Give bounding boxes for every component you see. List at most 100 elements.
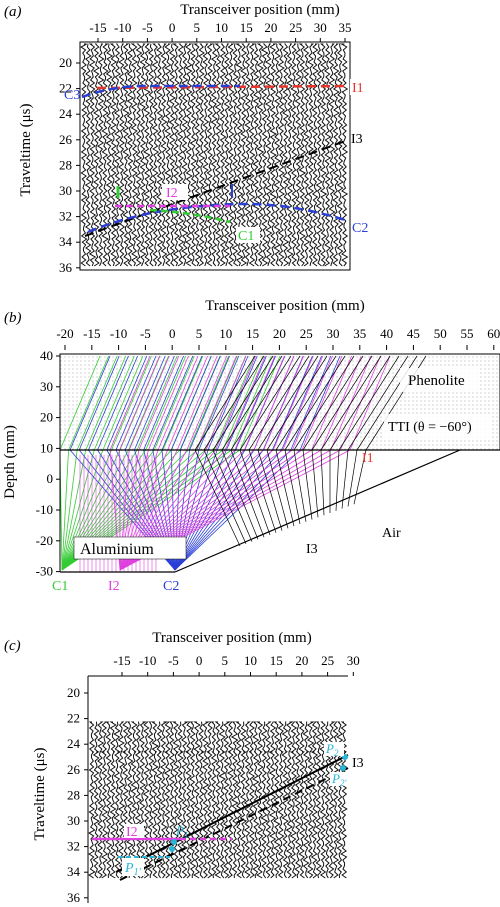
trace-line bbox=[206, 721, 213, 753]
panel-a-x-tick-label: 0 bbox=[169, 20, 176, 35]
ray-line bbox=[136, 355, 178, 451]
trace-line bbox=[171, 721, 180, 753]
ray-line bbox=[59, 355, 101, 451]
trace-line bbox=[302, 751, 310, 879]
ray-line bbox=[272, 355, 314, 451]
panel-b-x-tick-label: 0 bbox=[169, 326, 176, 341]
trace-line bbox=[277, 751, 285, 879]
panel-a-seismic-traces bbox=[80, 43, 349, 267]
panel-a-label: (a) bbox=[4, 4, 22, 20]
trace-line bbox=[294, 751, 302, 879]
trace-line bbox=[176, 43, 185, 267]
panel-c-y-ticks: 20 22 24 26 28 30 32 34 36 bbox=[67, 685, 88, 905]
trace-line bbox=[138, 43, 147, 267]
trace-line bbox=[269, 721, 277, 753]
bottom-label-C1: C1 bbox=[52, 579, 68, 594]
interface-I1-label: I1 bbox=[362, 451, 374, 466]
trace-line bbox=[214, 721, 221, 753]
trace-line bbox=[243, 751, 251, 879]
trace-line bbox=[260, 751, 269, 879]
panel-b-x-tick-label: 60 bbox=[487, 326, 500, 341]
panel-a-c1-label-bg bbox=[236, 227, 260, 243]
ray-line bbox=[226, 355, 267, 451]
ray-line bbox=[257, 355, 319, 451]
trace-line bbox=[218, 721, 226, 753]
trace-line bbox=[231, 751, 239, 879]
trace-line bbox=[177, 721, 184, 753]
panel-a-y-tick-label: 34 bbox=[59, 234, 73, 249]
trace-line bbox=[109, 751, 117, 879]
trace-line bbox=[306, 721, 315, 753]
trace-line bbox=[281, 43, 290, 267]
panel-c-x-tick-label: 0 bbox=[196, 653, 203, 668]
bottom-label-C2: C2 bbox=[163, 579, 179, 594]
trace-line bbox=[134, 751, 142, 879]
trace-line bbox=[181, 721, 190, 753]
trace-line bbox=[156, 43, 164, 267]
trace-line bbox=[210, 43, 219, 267]
ray-line bbox=[338, 355, 400, 451]
panel-a-x-tick-label: 10 bbox=[215, 20, 228, 35]
trace-line bbox=[188, 751, 197, 879]
ray-line bbox=[257, 449, 283, 531]
ray-line bbox=[167, 355, 208, 451]
trace-line bbox=[147, 721, 154, 753]
panel-a-x-tick-label: 25 bbox=[289, 20, 302, 35]
trace-line bbox=[109, 43, 118, 267]
panel-a-y-tick-label: 32 bbox=[59, 209, 72, 224]
trace-line bbox=[328, 43, 336, 267]
trace-line bbox=[306, 751, 315, 879]
panel-b-x-tick-label: 25 bbox=[300, 326, 313, 341]
trace-line bbox=[156, 721, 163, 753]
air-label: Air bbox=[382, 526, 401, 541]
interface-I3-label: I3 bbox=[306, 542, 318, 557]
trace-line bbox=[277, 721, 284, 753]
trace-line bbox=[189, 43, 198, 267]
panel-a-x-tick-label: -5 bbox=[142, 20, 153, 35]
ray-line bbox=[235, 355, 276, 451]
trace-line bbox=[198, 721, 204, 753]
ray-line bbox=[253, 355, 295, 451]
panel-c-annot-P1: P1 bbox=[175, 823, 188, 840]
panel-b-x-tick-label: 45 bbox=[407, 326, 420, 341]
trace-line bbox=[302, 721, 310, 753]
ray-line bbox=[109, 355, 151, 451]
trace-line bbox=[117, 43, 126, 267]
ray-line bbox=[102, 355, 144, 451]
ray-line bbox=[212, 355, 274, 451]
ray-line bbox=[124, 355, 166, 451]
ray-line bbox=[68, 355, 109, 451]
panel-b-x-tick-label: 40 bbox=[380, 326, 393, 341]
trace-line bbox=[171, 43, 181, 267]
ray-line bbox=[230, 355, 292, 451]
trace-line bbox=[105, 43, 114, 267]
trace-line bbox=[340, 721, 348, 753]
ray-line bbox=[128, 355, 169, 451]
trace-line bbox=[197, 43, 206, 267]
panel-c-i2-label-bg bbox=[124, 824, 144, 838]
ray-line bbox=[230, 449, 265, 538]
ray-line bbox=[299, 355, 341, 451]
panel-a-y-ticks: 20 22 24 26 28 30 32 34 36 bbox=[59, 55, 80, 275]
panel-c-p2prime-label-bg bbox=[330, 772, 350, 786]
trace-line bbox=[122, 721, 130, 753]
panel-b-x-title: Transceiver position (mm) bbox=[205, 298, 364, 314]
trace-line bbox=[181, 43, 189, 267]
trace-line bbox=[96, 751, 104, 879]
panel-c-y-tick-label: 32 bbox=[67, 839, 80, 854]
panel-c-p1prime-label-bg bbox=[122, 858, 144, 876]
panel-b-y-tick-label: -10 bbox=[36, 502, 53, 517]
panel-c-x-tick-label: 5 bbox=[222, 653, 229, 668]
ray-line bbox=[275, 355, 337, 451]
trace-line bbox=[214, 751, 222, 879]
panel-c-pick-I3-prime bbox=[119, 767, 349, 881]
trace-line bbox=[88, 751, 96, 879]
panel-b-y-tick-label: -30 bbox=[36, 564, 53, 579]
panel-b-x-tick-label: 20 bbox=[273, 326, 286, 341]
phenolite-label: Phenolite bbox=[408, 373, 465, 389]
panel-a-x-tick-label: 35 bbox=[339, 20, 352, 35]
trace-line bbox=[143, 721, 150, 753]
panel-c-annot-I3: I3 bbox=[352, 756, 364, 771]
ray-line bbox=[106, 355, 148, 451]
trace-line bbox=[269, 43, 278, 267]
